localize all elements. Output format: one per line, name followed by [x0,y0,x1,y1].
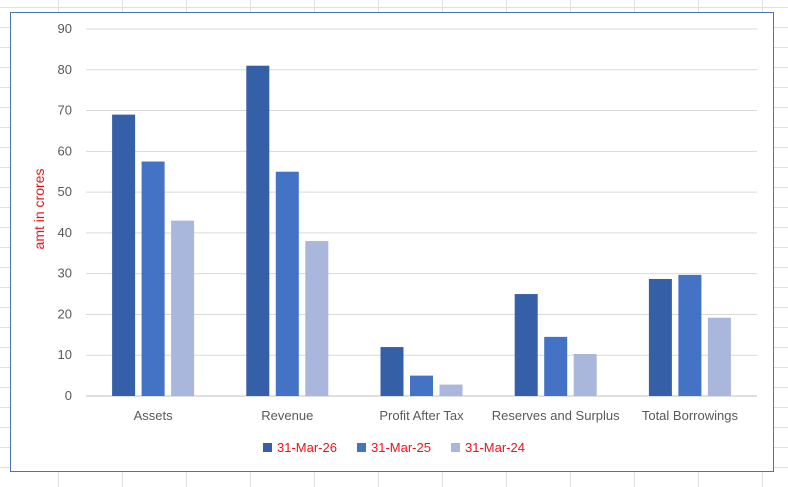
legend-label: 31-Mar-25 [371,440,431,455]
y-tick-label: 30 [58,266,72,281]
bar-31-mar-24[interactable] [573,353,597,396]
x-axis-ticks: Assets Revenue Profit After Tax Reserves an… [134,408,739,423]
y-axis-label: amt in crores [31,169,47,250]
x-tick-label: Assets [134,408,174,423]
y-tick-label: 40 [58,225,72,240]
legend-label: 31-Mar-26 [277,440,337,455]
x-tick-label: Total Borrowings [642,408,739,423]
bar-31-mar-24[interactable] [305,241,329,396]
bar-31-mar-25[interactable] [410,375,433,396]
bars [112,65,731,396]
y-tick-label: 20 [58,306,72,321]
bar-31-mar-26[interactable] [514,294,538,396]
y-tick-label: 0 [65,388,72,403]
bar-31-mar-24[interactable] [707,317,731,396]
bar-31-mar-26[interactable] [246,65,270,396]
bar-31-mar-26[interactable] [112,114,136,396]
x-tick-label: Reserves and Surplus [492,408,620,423]
bar-31-mar-24[interactable] [171,220,195,396]
x-tick-label: Profit After Tax [379,408,464,423]
bar-31-mar-25[interactable] [678,274,702,396]
y-tick-label: 50 [58,184,72,199]
bar-31-mar-26[interactable] [380,347,404,396]
y-tick-label: 70 [58,103,72,118]
legend-swatch [263,443,272,452]
y-tick-label: 90 [58,21,72,36]
y-tick-label: 80 [58,62,72,77]
bar-31-mar-25[interactable] [141,161,165,396]
gridlines [86,28,757,397]
bar-31-mar-25[interactable] [275,171,299,396]
legend-swatch [451,443,460,452]
bar-31-mar-24[interactable] [439,384,463,396]
bar-31-mar-25[interactable] [544,336,568,396]
legend-label: 31-Mar-24 [465,440,525,455]
legend: 31-Mar-26 31-Mar-25 31-Mar-24 [263,440,525,455]
bar-31-mar-26[interactable] [648,278,672,396]
y-tick-label: 60 [58,143,72,158]
y-axis-ticks: 0 10 20 30 40 50 60 70 80 90 [58,21,72,403]
x-tick-label: Revenue [261,408,313,423]
legend-swatch [357,443,366,452]
y-tick-label: 10 [58,347,72,362]
